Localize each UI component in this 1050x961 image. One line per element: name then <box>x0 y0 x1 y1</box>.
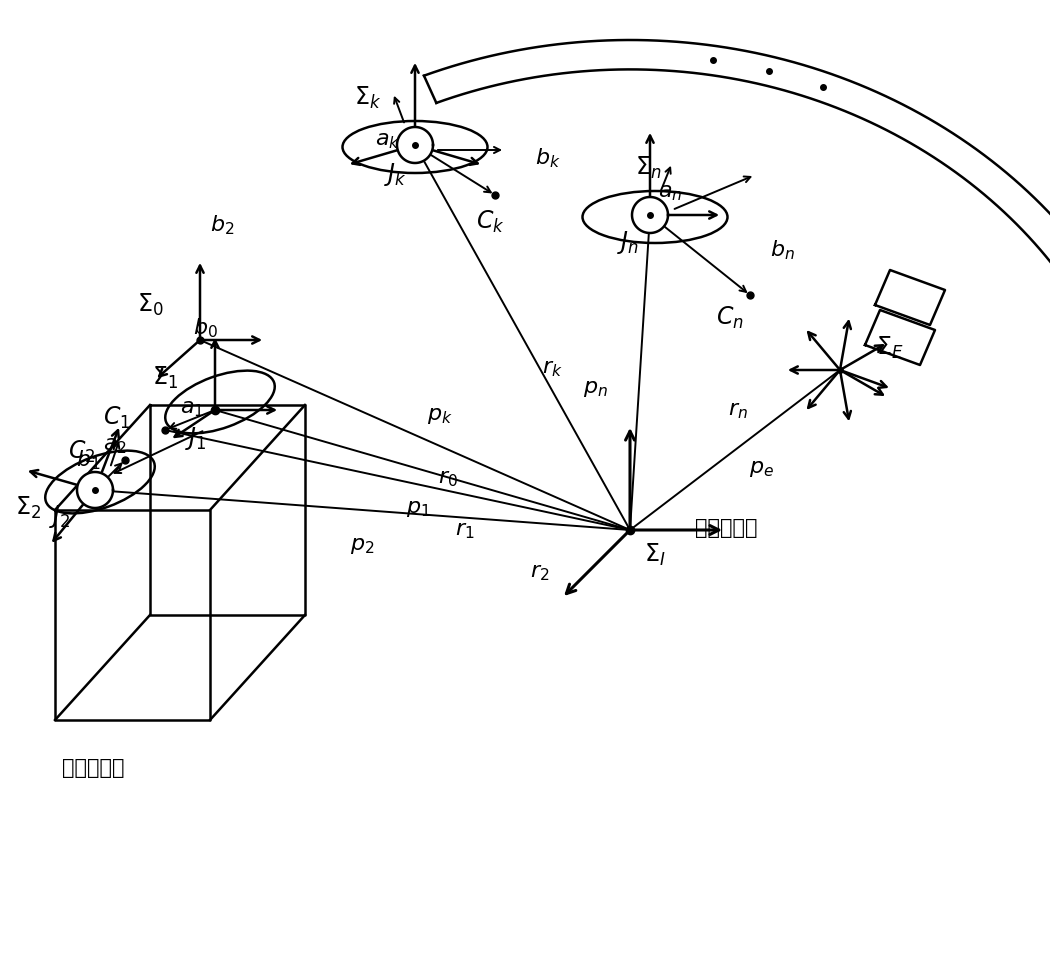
Text: $C_k$: $C_k$ <box>476 209 504 235</box>
Text: $p_1$: $p_1$ <box>405 497 430 519</box>
Text: $C_n$: $C_n$ <box>716 305 743 332</box>
Text: $p_2$: $p_2$ <box>350 534 374 556</box>
Text: $\Sigma_2$: $\Sigma_2$ <box>15 495 41 521</box>
Text: $r_n$: $r_n$ <box>728 399 748 421</box>
Text: $\Sigma_n$: $\Sigma_n$ <box>635 155 662 181</box>
Text: $J_n$: $J_n$ <box>617 230 639 257</box>
Polygon shape <box>397 127 433 163</box>
Text: $p_n$: $p_n$ <box>583 377 608 399</box>
Text: $r_k$: $r_k$ <box>542 357 563 379</box>
Polygon shape <box>632 197 668 233</box>
Text: $\Sigma_1$: $\Sigma_1$ <box>152 365 179 391</box>
Text: $r_1$: $r_1$ <box>456 519 475 541</box>
Text: $r_0$: $r_0$ <box>438 467 458 489</box>
Text: 基座坐标系: 基座坐标系 <box>62 758 125 778</box>
Polygon shape <box>77 472 113 508</box>
Text: $J_2$: $J_2$ <box>49 503 70 530</box>
Text: $\Sigma_0$: $\Sigma_0$ <box>136 292 164 318</box>
Text: $a_2$: $a_2$ <box>103 434 127 456</box>
Text: $a_k$: $a_k$ <box>376 129 400 151</box>
Text: $C_1$: $C_1$ <box>103 405 130 431</box>
Text: $J_1$: $J_1$ <box>185 425 207 452</box>
Text: $\Sigma_E$: $\Sigma_E$ <box>876 334 904 361</box>
Text: $b_k$: $b_k$ <box>536 146 561 170</box>
Text: $\Sigma_k$: $\Sigma_k$ <box>354 85 381 111</box>
Text: $r_2$: $r_2$ <box>530 561 550 583</box>
Text: $a_1$: $a_1$ <box>180 397 204 419</box>
Text: $J_k$: $J_k$ <box>383 161 406 188</box>
Text: 惯性坐标系: 惯性坐标系 <box>695 518 757 538</box>
Text: $C_2$: $C_2$ <box>67 439 94 465</box>
Text: $b_2$: $b_2$ <box>210 213 234 236</box>
Text: $p_e$: $p_e$ <box>750 457 775 479</box>
Text: $b_n$: $b_n$ <box>770 238 795 261</box>
Text: $b_1$: $b_1$ <box>76 448 100 472</box>
Text: $\Sigma_I$: $\Sigma_I$ <box>645 542 666 568</box>
Text: $p_k$: $p_k$ <box>427 404 453 426</box>
Text: $b_0$: $b_0$ <box>192 316 217 340</box>
Text: $a_n$: $a_n$ <box>657 181 682 203</box>
